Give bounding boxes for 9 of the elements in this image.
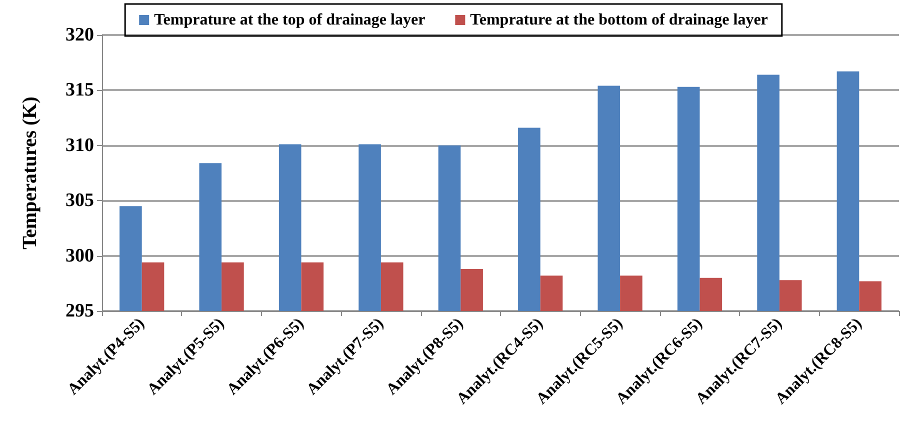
y-axis-title: Temperatures (K) [19,96,41,250]
legend-label: Temprature at the bottom of drainage layer [470,12,768,28]
y-tick-label: 320 [66,24,94,46]
y-tick-label: 305 [66,190,94,212]
y-tick-label: 315 [66,80,94,101]
y-tick-label: 310 [66,134,94,156]
y-tick-label: 295 [66,300,94,322]
y-tick-label: 300 [66,245,94,266]
legend-label: Temprature at the top of drainage layer [154,12,426,28]
